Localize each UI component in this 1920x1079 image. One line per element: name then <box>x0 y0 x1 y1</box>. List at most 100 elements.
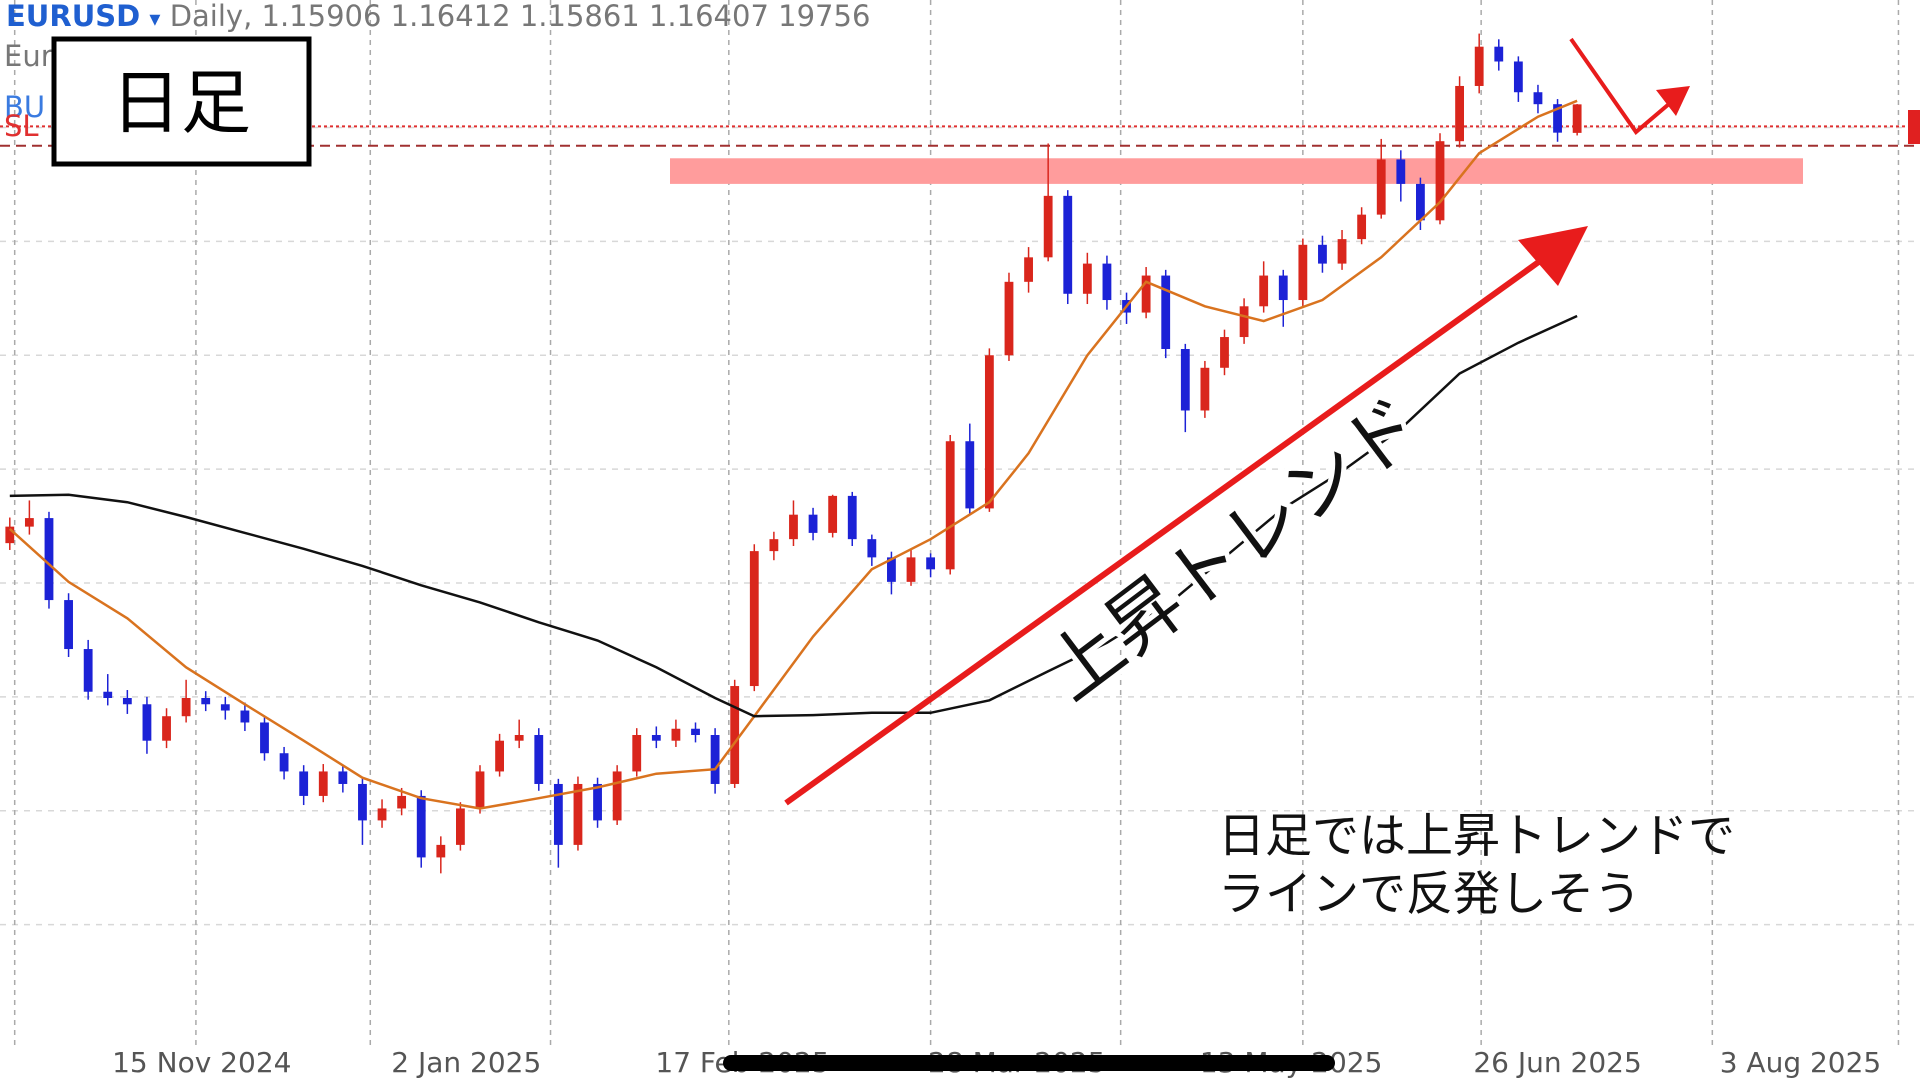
candle-body <box>358 783 367 821</box>
candle-body <box>1533 92 1543 105</box>
candle-body <box>906 557 916 582</box>
price-tag <box>1908 110 1920 144</box>
trend-arrow-head <box>1518 226 1588 286</box>
candle-body <box>1435 141 1445 221</box>
close: 1.16407 <box>649 0 769 33</box>
bounce-arrow-head <box>1656 86 1690 116</box>
candle-body <box>612 771 622 821</box>
candle-body <box>338 771 348 784</box>
candle-body <box>749 551 759 687</box>
x-tick-label: 3 Aug 2025 <box>1720 1046 1882 1079</box>
candle-body <box>887 557 896 582</box>
candle-body <box>299 771 309 796</box>
candle-body <box>142 704 152 741</box>
candle-body <box>691 728 700 736</box>
candle-body <box>828 495 838 533</box>
candle-body <box>514 735 524 741</box>
x-tick-label: 2 Jan 2025 <box>391 1046 541 1079</box>
candle-body <box>926 557 936 570</box>
indicator-label: Eur <box>4 39 53 73</box>
candle-body <box>1180 349 1190 411</box>
candle-body <box>103 691 113 698</box>
candle-body <box>1004 281 1014 356</box>
candle-body <box>1259 275 1269 307</box>
candle-body <box>1278 275 1288 301</box>
moving-average <box>9 314 1578 718</box>
candle-body <box>416 795 426 858</box>
candle-body <box>1318 244 1327 264</box>
candle-body <box>1396 159 1406 184</box>
candle-body <box>1494 46 1504 62</box>
candle-body <box>593 783 602 821</box>
candle-body <box>5 526 15 544</box>
candle-body <box>1357 214 1367 240</box>
candle-body <box>730 686 740 784</box>
candle-body <box>377 808 387 821</box>
badge-box <box>51 36 312 167</box>
badge-text: 日足 <box>111 62 251 144</box>
open: 1.15906 <box>262 0 382 33</box>
candle-body <box>220 704 230 711</box>
candle-body <box>710 735 720 784</box>
candle-body <box>769 539 779 552</box>
candle-body <box>945 441 955 570</box>
candle-body <box>397 795 407 809</box>
high: 1.16412 <box>391 0 511 33</box>
plot-area <box>0 0 1920 1047</box>
candle-body <box>201 698 211 705</box>
candle-body <box>984 355 994 509</box>
candle-body <box>1553 104 1562 133</box>
candle-body <box>847 495 857 540</box>
candle-body <box>181 698 191 717</box>
low: 1.15861 <box>520 0 640 33</box>
candle-body <box>1063 195 1073 294</box>
candle-body <box>318 771 328 796</box>
candle-body <box>1474 46 1484 86</box>
candle-body <box>553 783 563 845</box>
candle-body <box>632 735 642 772</box>
candle-body <box>1455 85 1464 142</box>
x-tick-label: 26 Jun 2025 <box>1473 1046 1641 1079</box>
candle-body <box>534 735 544 784</box>
x-tick-label: 15 Nov 2024 <box>112 1046 291 1079</box>
candle-body <box>1513 61 1523 93</box>
candle-body <box>1416 183 1425 221</box>
candle-body <box>1298 244 1308 301</box>
candle-body <box>1082 263 1092 294</box>
note-line: ラインで反発しそう <box>1218 867 1641 922</box>
candle-body <box>1239 306 1249 338</box>
candle-body <box>651 735 661 741</box>
candle-body <box>260 722 269 754</box>
indicator-label: BU <box>4 90 45 124</box>
trend-arrow <box>784 258 1542 806</box>
candle-body <box>1024 257 1033 282</box>
candle-body <box>573 783 583 845</box>
symbol: EURUSD <box>6 0 140 33</box>
candle-body <box>1102 263 1112 301</box>
candle-body <box>1572 104 1582 133</box>
candle-body <box>671 728 681 741</box>
support-zone <box>670 158 1803 184</box>
note-line: 日足では上昇トレンドで <box>1218 809 1735 864</box>
candle-body <box>83 649 93 692</box>
candle-body <box>965 441 975 509</box>
chart-header: EURUSD ▾ Daily, 1.15906 1.16412 1.15861 … <box>6 0 870 33</box>
candle-body <box>495 740 504 772</box>
moving-average <box>8 99 1578 810</box>
volume: 19756 <box>778 0 870 33</box>
candle-body <box>1141 275 1151 313</box>
candle-body <box>1337 239 1347 264</box>
candle-body <box>808 514 818 533</box>
candle-body <box>64 600 73 650</box>
candle-body <box>162 716 171 741</box>
candle-body <box>1200 367 1210 411</box>
candle-body <box>122 698 132 705</box>
candle-body <box>279 753 289 772</box>
candle-body <box>240 710 250 723</box>
home-indicator <box>723 1055 1335 1071</box>
bounce-arrow <box>1569 37 1678 135</box>
candle-body <box>1376 159 1386 215</box>
